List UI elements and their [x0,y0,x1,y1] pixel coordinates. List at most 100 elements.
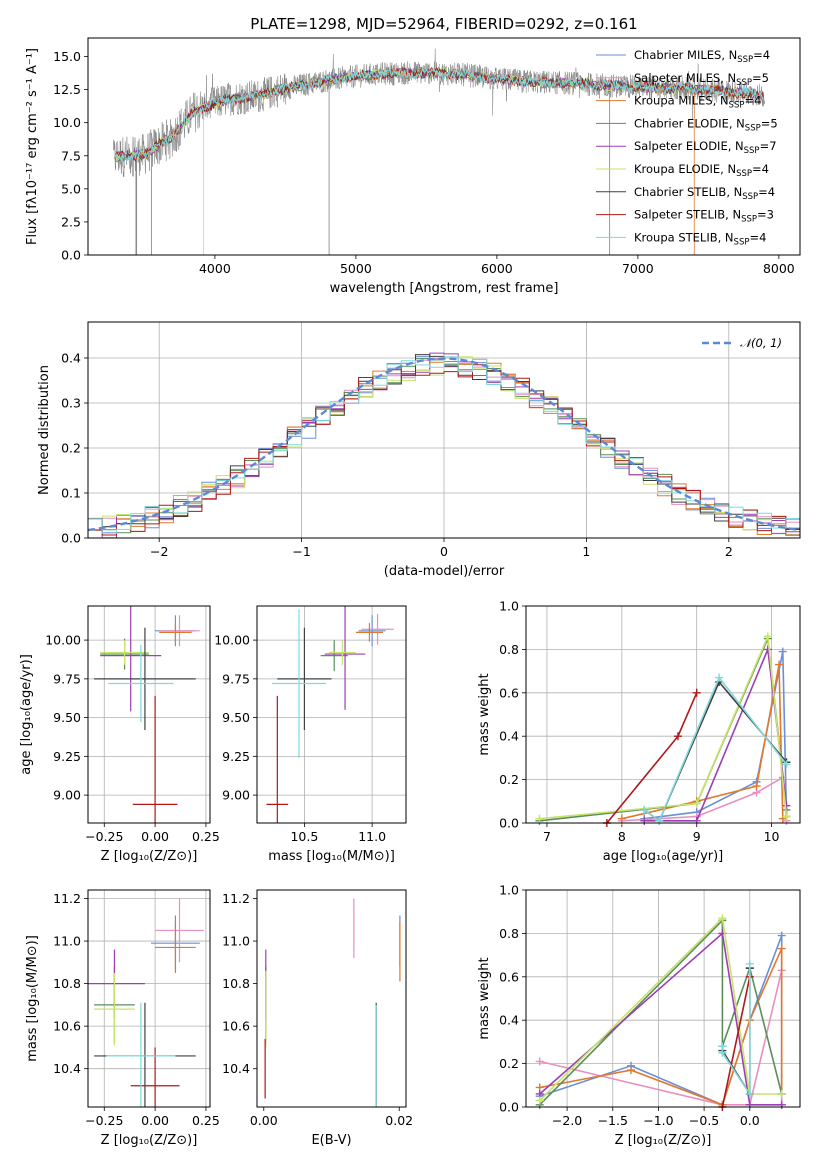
x-tick-label: 8000 [763,261,795,276]
errorbar-point [266,695,289,823]
residual-histogram-8 [88,356,800,534]
y-tick-label: 0.1 [61,486,81,501]
weight-marker [535,1096,544,1105]
legend-entry-tail: =7 [760,139,777,153]
errorbar-point [106,1002,176,1107]
y-axis-label: age [log₁₀(age/yr)] [19,654,34,775]
y-tick-label: 0.4 [499,1013,519,1028]
x-tick-label: −1.5 [598,1113,628,1128]
legend-entry-name: Salpeter ELODIE, N [634,139,744,153]
x-tick-label: 0.25 [192,829,220,844]
y-axis-label: mass weight [477,957,492,1039]
x-tick-label: 0.25 [192,1113,220,1128]
y-axis-label: mass [log₁₀(M/M⊙)] [25,935,40,1062]
y-tick-label: 9.00 [222,788,250,803]
y-tick-label: 15.0 [53,49,81,64]
y-tick-label: 9.25 [222,749,250,764]
y-tick-label: 10.00 [45,633,81,648]
residual-histogram-7 [88,364,800,536]
errorbar-point [358,615,386,647]
weight-marker [718,914,727,923]
errorbar-point [328,640,356,665]
y-axis-label: Normed distribution [37,365,52,495]
y-tick-label: 0.6 [499,969,519,984]
errorbar-point [108,644,174,723]
y-tick-label: 0.2 [499,772,519,787]
x-tick-label: −0.25 [85,829,123,844]
legend-entry-sub: SSP [741,215,757,225]
weight-marker [617,814,626,823]
legend-entry: Kroupa STELIB, NSSP=4 [634,230,766,247]
y-tick-label: 1.0 [499,883,519,898]
axes-frame [87,889,211,1108]
chart-title: PLATE=1298, MJD=52964, FIBERID=0292, z=0… [250,15,637,33]
y-tick-label: 9.50 [53,710,81,725]
errorbar-point [355,623,383,642]
weight-line-7 [606,692,698,823]
errorbar-point [271,609,327,758]
y-axis-label: mass weight [477,673,492,755]
weight-marker [763,632,772,641]
panel-age-vs-Z: −0.25 0.00 0.25 9.00 9.25 9.50 9.75 10.00 Z [log… [19,605,220,864]
x-axis-label: Z [log₁₀(Z/Z⊙)] [101,1133,198,1148]
y-tick-label: 0.6 [499,685,519,700]
x-tick-label: 7 [543,829,551,844]
y-tick-label: 0.8 [499,926,519,941]
y-tick-label: 9.75 [53,671,81,686]
legend-entry-sub: SSP [737,55,753,65]
legend-entry-name: Kroupa STELIB, N [634,230,734,244]
weight-line-4 [644,646,788,822]
panel-mass-vs-Z: −0.25 0.00 0.25 10.4 10.6 10.8 11.0 11.2 Z [log₁… [25,889,220,1148]
legend-entry-sub: SSP [736,78,752,88]
x-tick-label: 0 [440,544,448,559]
y-tick-label: 5.0 [61,181,81,196]
y-tick-label: 0.8 [499,642,519,657]
y-tick-label: 0.0 [61,248,81,263]
weight-marker [782,812,791,821]
weight-marker [782,760,791,769]
gaussian-curve [88,357,800,532]
weight-line-7 [721,976,751,1107]
legend-entry-sub: SSP [744,146,760,156]
y-tick-label: 9.00 [53,788,81,803]
weight-marker [782,801,791,810]
x-axis-label: Z [log₁₀(Z/Z⊙)] [101,849,198,864]
y-tick-label: 11.2 [222,891,250,906]
x-axis-label: age [log₁₀(age/yr)] [603,849,724,864]
y-tick-label: 7.5 [61,148,81,163]
errorbar-point [94,627,196,730]
x-axis-label: Z [log₁₀(Z/Z⊙)] [615,1133,712,1148]
legend-entry-tail: =4 [758,185,775,199]
y-tick-label: 0.2 [61,441,81,456]
y-axis-label: Flux [fλ10⁻¹⁷ erg cm⁻² s⁻¹ A⁻¹] [25,48,40,245]
y-tick-label: 10.0 [53,115,81,130]
weight-marker [715,673,724,682]
weight-marker [692,816,701,825]
weight-line-4 [539,931,782,1106]
axes-frame [87,605,211,824]
legend-entry-sub: SSP [745,123,761,133]
weight-line-0 [644,651,788,820]
y-tick-label: 1.0 [499,599,519,614]
weight-marker [777,931,786,940]
y-tick-label: 11.0 [53,934,81,949]
legend-entry-name: Kroupa MILES, N [634,94,729,108]
legend-entry: Salpeter MILES, NSSP=5 [634,71,769,88]
x-tick-label: 10 [764,829,780,844]
y-tick-label: 10.4 [53,1061,81,1076]
weight-marker [627,1066,636,1075]
panel-spectrum: 4000 5000 6000 7000 8000 0.0 2.5 5.0 7.5 10.0 12.5… [25,15,801,296]
legend-entry-tail: =4 [753,48,770,62]
legend-entry: Salpeter STELIB, NSSP=3 [634,208,774,225]
panel-mass-weight-vs-Z: −2.0 −1.5 −1.0 −0.5 0.0 0.0 0.2 0.4 0.6 0.8 1.0 Z [… [477,883,801,1148]
errorbar-point [130,1047,180,1107]
x-tick-label: 0.00 [250,1113,278,1128]
weight-marker [777,1089,786,1098]
y-tick-label: 0.4 [61,351,81,366]
errorbar-point [320,640,348,672]
weight-line-5 [539,916,782,1102]
x-tick-label: −1 [292,544,310,559]
legend-entry-sub: SSP [729,101,745,111]
legend-entry: Salpeter ELODIE, NSSP=7 [634,139,777,156]
observed-spectrum [113,48,766,178]
